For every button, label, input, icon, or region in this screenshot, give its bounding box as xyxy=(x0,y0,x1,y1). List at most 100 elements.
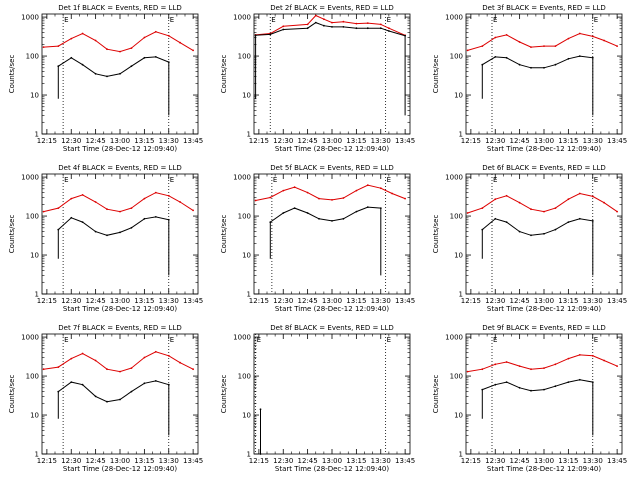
lld-data-point xyxy=(306,191,309,194)
events-data-point xyxy=(481,63,484,66)
lld-series-line xyxy=(255,184,406,201)
events-data-point xyxy=(366,27,369,30)
plot-title: Det 3f BLACK = Events, RED = LLD xyxy=(482,4,605,12)
lld-data-point xyxy=(616,210,618,213)
x-axis-label: Start Time (28-Dec-12 12:09:40) xyxy=(63,465,177,473)
events-data-point xyxy=(167,383,170,386)
events-series-line xyxy=(481,379,594,436)
lld-data-point xyxy=(154,191,157,194)
x-tick-label: 13:00 xyxy=(110,457,130,465)
y-axis-label: Counts/sec xyxy=(432,375,440,414)
lld-data-point xyxy=(323,18,325,21)
x-tick-label: 12:45 xyxy=(510,457,530,465)
y-tick-label: 1000 xyxy=(21,174,39,182)
y-tick-label: 100 xyxy=(26,213,39,221)
events-data-point xyxy=(518,63,521,66)
events-data-point xyxy=(143,217,146,220)
lld-series-line xyxy=(43,31,194,53)
lld-data-point xyxy=(318,197,320,200)
lld-data-point xyxy=(119,210,121,213)
events-data-point xyxy=(530,66,532,69)
x-tick-label: 12:15 xyxy=(461,297,481,305)
x-tick-label: 13:30 xyxy=(371,457,391,465)
y-axis-label: Counts/sec xyxy=(8,55,16,94)
lld-data-point xyxy=(119,50,121,53)
plot-title: Det 6f BLACK = Events, RED = LLD xyxy=(482,164,605,172)
events-data-point xyxy=(57,228,60,231)
plot-title: Det 8f BLACK = Events, RED = LLD xyxy=(270,324,393,332)
plot-frame xyxy=(41,173,199,295)
marker-label: E xyxy=(594,16,598,24)
events-data-point xyxy=(543,388,545,391)
x-tick-label: 13:45 xyxy=(395,137,415,145)
y-tick-label: 100 xyxy=(26,373,39,381)
lld-data-point xyxy=(331,199,333,201)
lld-data-point xyxy=(192,368,195,371)
lld-data-point xyxy=(567,198,570,201)
x-tick-label: 12:45 xyxy=(510,297,530,305)
lld-series-line xyxy=(467,32,618,51)
lld-data-point xyxy=(530,208,532,211)
x-tick-label: 13:15 xyxy=(134,457,154,465)
lld-data-point xyxy=(94,201,97,203)
y-tick-label: 1000 xyxy=(445,334,463,342)
y-tick-label: 1000 xyxy=(21,334,39,342)
events-data-point xyxy=(530,234,532,237)
events-data-point xyxy=(518,386,521,389)
lld-data-point xyxy=(530,368,532,371)
x-tick-label: 12:15 xyxy=(249,297,269,305)
lld-data-point xyxy=(94,359,97,362)
y-tick-label: 10 xyxy=(242,252,251,260)
lld-data-point xyxy=(70,37,73,40)
x-tick-label: 12:45 xyxy=(86,297,106,305)
events-data-point xyxy=(518,230,521,233)
events-data-point xyxy=(554,385,557,388)
lld-data-point xyxy=(578,192,581,195)
x-tick-label: 13:45 xyxy=(395,297,415,305)
x-tick-label: 12:30 xyxy=(61,137,81,145)
lld-data-point xyxy=(192,49,195,52)
events-data-point xyxy=(70,381,73,383)
events-data-point xyxy=(94,395,97,398)
events-data-point xyxy=(143,56,146,59)
events-data-point xyxy=(404,34,406,37)
x-tick-label: 13:15 xyxy=(558,297,578,305)
lld-data-point xyxy=(466,370,469,373)
lld-data-point xyxy=(119,370,121,373)
x-tick-label: 12:45 xyxy=(86,457,106,465)
events-data-point xyxy=(154,216,157,218)
y-tick-label: 1 xyxy=(247,131,251,139)
y-tick-label: 1 xyxy=(459,131,463,139)
x-tick-label: 13:45 xyxy=(607,457,627,465)
y-tick-label: 10 xyxy=(454,92,463,100)
lld-data-point xyxy=(518,201,521,204)
x-tick-label: 13:15 xyxy=(346,137,366,145)
y-tick-label: 1000 xyxy=(445,14,463,22)
x-tick-label: 13:45 xyxy=(395,457,415,465)
plot-det-1: Det 1f BLACK = Events, RED = LLD 1 10 100 10… xyxy=(8,4,203,153)
marker-label: E xyxy=(387,16,391,24)
y-tick-label: 1 xyxy=(459,291,463,299)
y-tick-label: 1 xyxy=(459,451,463,459)
x-tick-label: 13:30 xyxy=(159,457,179,465)
y-tick-label: 1000 xyxy=(233,14,251,22)
lld-data-point xyxy=(494,198,497,201)
lld-data-point xyxy=(505,34,508,36)
events-data-point xyxy=(94,72,97,75)
events-data-point xyxy=(355,210,358,213)
lld-data-point xyxy=(42,368,45,371)
lld-data-point xyxy=(293,186,296,189)
y-tick-label: 100 xyxy=(450,213,463,221)
y-axis-label: Counts/sec xyxy=(432,55,440,94)
events-data-point xyxy=(119,72,121,75)
x-tick-label: 12:45 xyxy=(86,137,106,145)
lld-data-point xyxy=(366,22,369,24)
events-data-point xyxy=(342,26,345,28)
x-axis-label: Start Time (28-Dec-12 12:09:40) xyxy=(487,145,601,153)
plot-det-2: Det 2f BLACK = Events, RED = LLD 1 10 100 10… xyxy=(220,4,415,153)
x-axis-label: Start Time (28-Dec-12 12:09:40) xyxy=(487,465,601,473)
y-tick-label: 100 xyxy=(450,53,463,61)
lld-data-point xyxy=(106,368,108,371)
plot-frame xyxy=(253,173,411,295)
